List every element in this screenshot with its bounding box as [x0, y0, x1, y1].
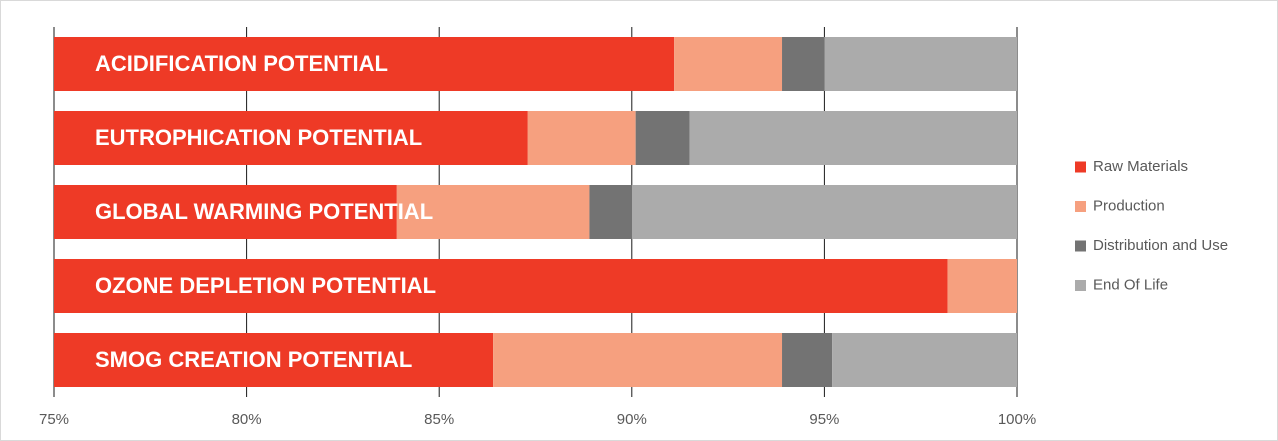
bar-segment	[782, 333, 833, 387]
bar-segment	[54, 259, 948, 313]
category-label: ACIDIFICATION POTENTIAL	[95, 51, 388, 76]
bar-segment	[396, 185, 590, 239]
bar-segment	[635, 111, 690, 165]
bar-segment	[54, 185, 397, 239]
category-label: EUTROPHICATION POTENTIAL	[95, 125, 422, 150]
category-label: SMOG CREATION POTENTIAL	[95, 347, 412, 372]
x-tick-label: 100%	[998, 411, 1036, 428]
category-label: OZONE DEPLETION POTENTIAL	[95, 273, 436, 298]
legend-label: End Of Life	[1093, 276, 1168, 293]
bar-segment	[54, 333, 494, 387]
category-label: GLOBAL WARMING POTENTIAL	[95, 199, 433, 224]
bar-segment	[589, 185, 632, 239]
legend-swatch	[1075, 240, 1086, 252]
bar-segment	[824, 37, 1017, 91]
labels: 75% 80% 85% 90% 95% 100% ACIDIFICATION POTENTI…	[39, 51, 1228, 428]
bar-segment	[631, 185, 1017, 239]
x-tick-label: 90%	[617, 411, 647, 428]
legend-swatch	[1075, 280, 1086, 291]
legend-swatch	[1075, 201, 1086, 212]
legend-label: Distribution and Use	[1093, 237, 1228, 254]
bar-segment	[493, 333, 783, 387]
bar-segment	[947, 259, 1017, 313]
x-tick-label: 80%	[232, 411, 262, 428]
bar-segment	[689, 111, 1017, 165]
x-tick-label: 95%	[809, 411, 839, 428]
legend-swatch	[1075, 161, 1086, 173]
x-tick-label: 75%	[39, 411, 69, 428]
bar-segment	[54, 37, 675, 91]
bar-segment	[832, 333, 1017, 387]
x-tick-label: 85%	[424, 411, 454, 428]
bar-segment	[527, 111, 636, 165]
legend-label: Production	[1093, 197, 1165, 214]
bar-segment	[54, 111, 528, 165]
legend-label: Raw Materials	[1093, 158, 1188, 175]
bars	[54, 37, 1017, 387]
bar-segment	[782, 37, 825, 91]
bar-segment	[674, 37, 783, 91]
